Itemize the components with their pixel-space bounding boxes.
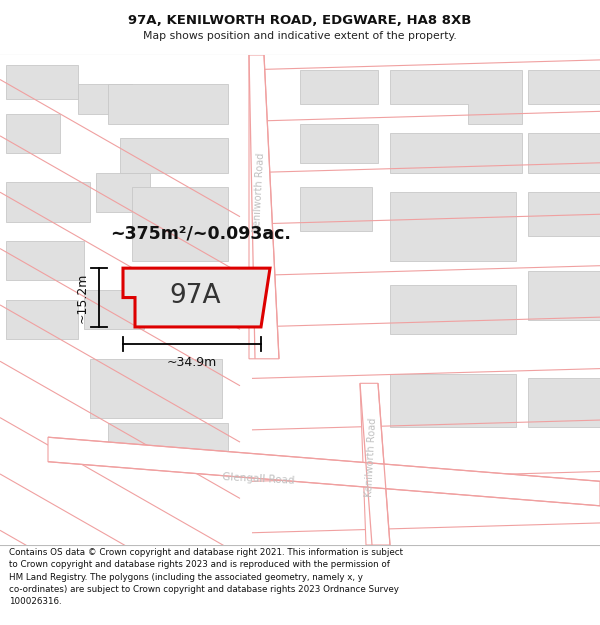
Polygon shape	[120, 138, 228, 172]
Polygon shape	[390, 285, 516, 334]
Text: 97A, KENILWORTH ROAD, EDGWARE, HA8 8XB: 97A, KENILWORTH ROAD, EDGWARE, HA8 8XB	[128, 14, 472, 27]
Polygon shape	[132, 188, 228, 261]
Polygon shape	[300, 188, 372, 231]
Polygon shape	[528, 133, 600, 172]
Polygon shape	[360, 383, 390, 545]
Polygon shape	[90, 359, 222, 418]
Polygon shape	[123, 268, 270, 327]
Polygon shape	[300, 124, 378, 162]
Text: 97A: 97A	[169, 283, 221, 309]
Text: Map shows position and indicative extent of the property.: Map shows position and indicative extent…	[143, 31, 457, 41]
Polygon shape	[48, 438, 600, 506]
Polygon shape	[390, 374, 516, 428]
Polygon shape	[108, 84, 228, 124]
Polygon shape	[528, 192, 600, 236]
Polygon shape	[390, 70, 522, 124]
Text: Kenilworth Road: Kenilworth Road	[252, 152, 266, 232]
Polygon shape	[528, 271, 600, 319]
Polygon shape	[6, 114, 60, 153]
Polygon shape	[108, 422, 228, 457]
Text: Kenilworth Road: Kenilworth Road	[364, 417, 378, 497]
Polygon shape	[6, 182, 90, 222]
Polygon shape	[390, 133, 522, 172]
Polygon shape	[528, 378, 600, 428]
Polygon shape	[390, 192, 516, 261]
Text: ~34.9m: ~34.9m	[167, 356, 217, 369]
Polygon shape	[300, 70, 378, 104]
Polygon shape	[249, 55, 279, 359]
Polygon shape	[96, 173, 150, 212]
Polygon shape	[528, 70, 600, 104]
Text: ~15.2m: ~15.2m	[75, 272, 88, 322]
Polygon shape	[6, 300, 78, 339]
Text: Glengall Road: Glengall Road	[221, 472, 295, 486]
Text: Contains OS data © Crown copyright and database right 2021. This information is : Contains OS data © Crown copyright and d…	[9, 548, 403, 606]
Polygon shape	[78, 84, 132, 114]
Polygon shape	[6, 241, 84, 281]
Polygon shape	[84, 290, 144, 329]
Text: ~375m²/~0.093ac.: ~375m²/~0.093ac.	[110, 225, 292, 243]
Polygon shape	[6, 65, 78, 99]
